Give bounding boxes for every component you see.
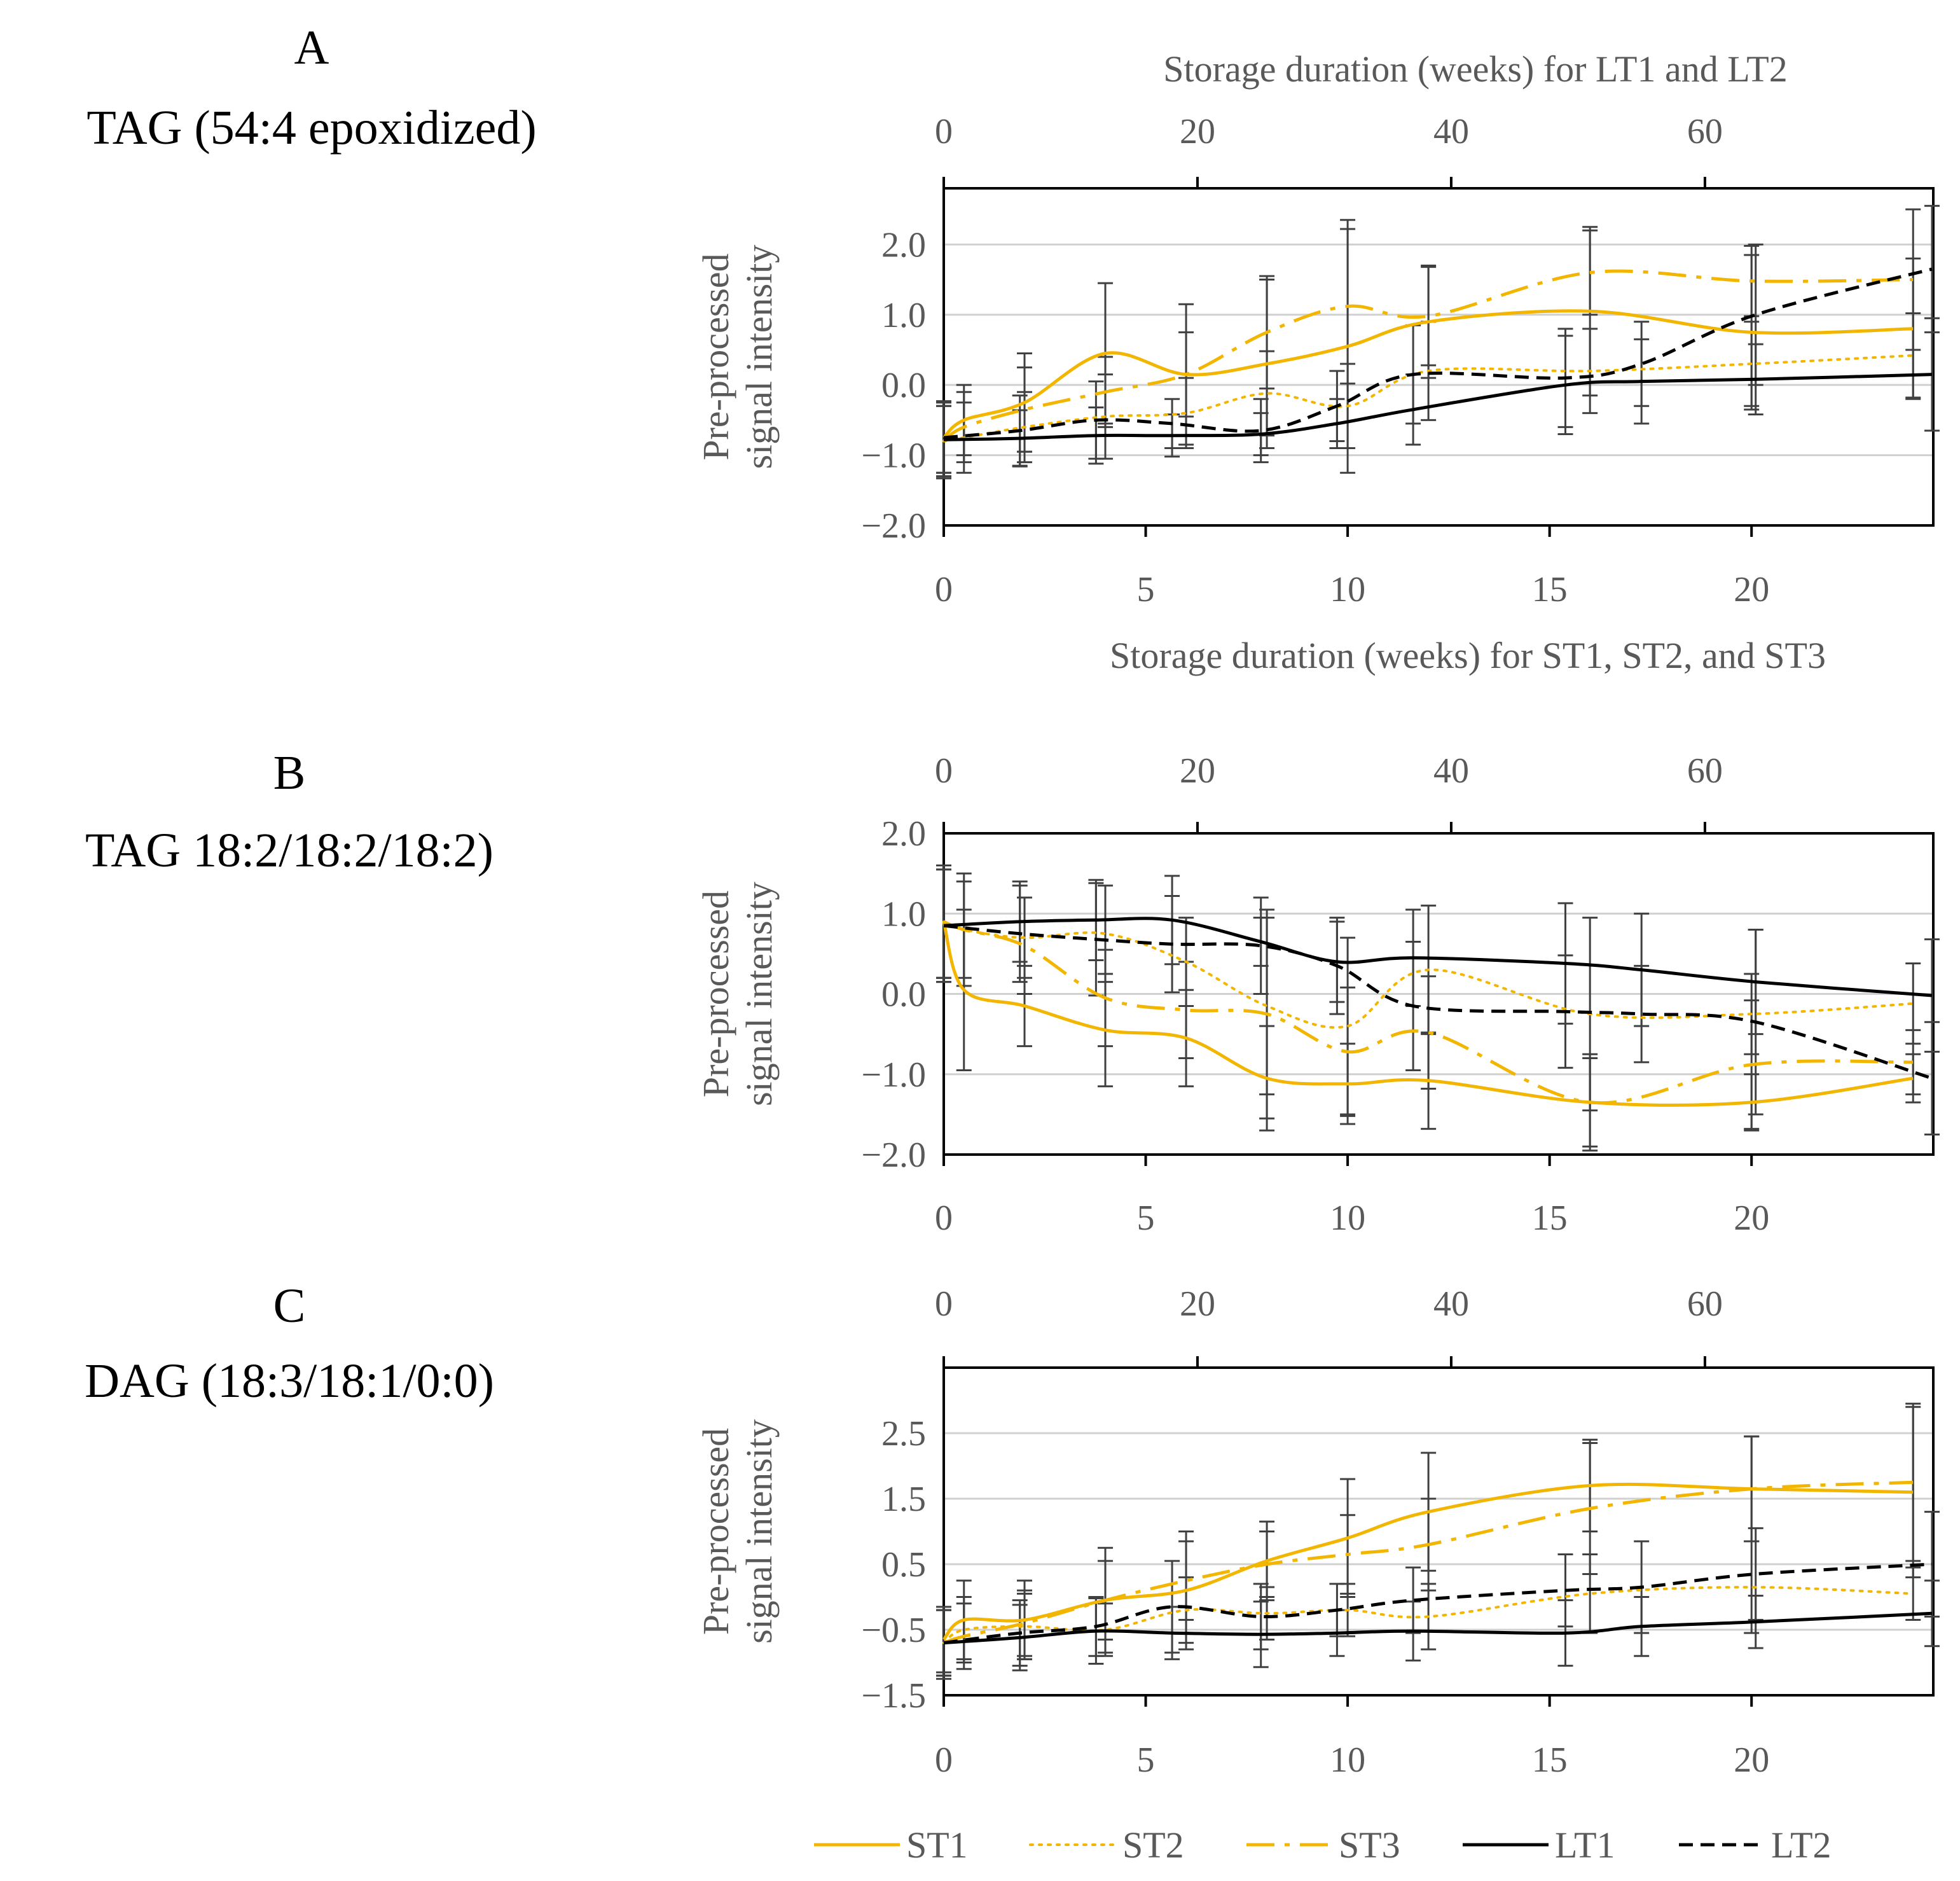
- y-tick-label: −2.0: [861, 1135, 926, 1175]
- x-top-tick-label: 0: [935, 112, 953, 151]
- x-top-tick-label: 40: [1433, 112, 1469, 151]
- panel-title: DAG (18:3/18:1/0:0): [85, 1354, 494, 1408]
- x-top-tick-label: 20: [1180, 112, 1215, 151]
- y-axis-title: Pre-processedsignal intensity: [695, 882, 780, 1106]
- y-tick-label: 2.0: [881, 814, 926, 854]
- legend: ST1 ST2 ST3 LT1 LT2: [814, 1824, 1832, 1866]
- gridlines: [944, 243, 1933, 527]
- legend-item-st3: ST3: [1246, 1824, 1400, 1866]
- legend-item-lt1: LT1: [1463, 1824, 1615, 1866]
- x-top-tick-label: 60: [1687, 1284, 1723, 1324]
- panel-letter: C: [273, 1279, 306, 1333]
- series-line-st3: [943, 920, 1914, 1105]
- panel-b: B TAG 18:2/18:2/18:2) −2.0 −1.0 0.0 1.0 2.0 Pre…: [85, 746, 1940, 1238]
- panel-letter: A: [294, 21, 329, 74]
- series-line-st1: [942, 921, 1914, 1107]
- panel-c: C DAG (18:3/18:1/0:0) −1.5 −0.5 0.5 1.5 2.5 Pre…: [85, 1279, 1940, 1780]
- x-top-tick-label: 0: [935, 1284, 953, 1324]
- series-line-lt2: [943, 267, 1933, 440]
- x-bottom-tick-label: 0: [935, 1198, 953, 1238]
- x-top-tick-label: 20: [1180, 751, 1215, 791]
- series-line-st2: [942, 354, 1915, 443]
- x-bottom-tick-label: 0: [935, 1740, 953, 1780]
- series-line-st1: [942, 1482, 1914, 1641]
- x-bottom-tick-label: 15: [1532, 1740, 1568, 1780]
- y-tick-label: 0.5: [881, 1545, 926, 1585]
- legend-item-lt2: LT2: [1679, 1824, 1832, 1866]
- y-tick-label: 1.5: [881, 1480, 926, 1519]
- y-tick-label: 2.0: [881, 225, 926, 265]
- y-axis-title: Pre-processedsignal intensity: [695, 245, 780, 469]
- plot-frame: [942, 187, 1935, 527]
- x-bottom-tick-label: 20: [1734, 1198, 1769, 1238]
- x-bottom-tick-label: 5: [1137, 1740, 1155, 1780]
- panel-letter: B: [273, 746, 306, 800]
- x-bottom-tick-label: 15: [1532, 1198, 1568, 1238]
- gridlines: [944, 832, 1933, 1156]
- panel-title: TAG 18:2/18:2/18:2): [85, 824, 493, 877]
- plot-frame: [942, 832, 1935, 1156]
- x-bottom-tick-label: 15: [1532, 570, 1568, 609]
- legend-item-st2: ST2: [1029, 1824, 1184, 1866]
- y-tick-label: 0.0: [881, 975, 926, 1015]
- legend-label: LT1: [1555, 1824, 1615, 1866]
- x-top-tick-label: 0: [935, 751, 953, 791]
- series-line-st3: [943, 1480, 1914, 1644]
- legend-item-st1: ST1: [814, 1824, 968, 1866]
- series-line-st1: [942, 309, 1914, 439]
- series-line-lt2: [943, 924, 1933, 1080]
- y-tick-label: 1.0: [881, 296, 926, 335]
- y-tick-label: −0.5: [861, 1611, 926, 1650]
- y-axis-title: Pre-processedsignal intensity: [695, 1419, 780, 1644]
- y-tick-label: 0.0: [881, 366, 926, 405]
- panel-a: A TAG (54:4 epoxidized) −2.0 −1.0 0.0 1.0 2.0 P…: [86, 21, 1940, 676]
- x-bottom-tick-label: 5: [1137, 570, 1155, 609]
- y-tick-label: −1.0: [861, 436, 926, 476]
- x-bottom-tick-label: 10: [1330, 1198, 1365, 1238]
- top-axis-title: Storage duration (weeks) for LT1 and LT2: [1163, 48, 1787, 90]
- x-top-tick-label: 20: [1180, 1284, 1215, 1324]
- x-top-tick-label: 40: [1433, 751, 1469, 791]
- panel-title: TAG (54:4 epoxidized): [86, 101, 536, 155]
- x-bottom-tick-label: 10: [1330, 1740, 1365, 1780]
- series-line-lt1: [943, 917, 1933, 997]
- x-bottom-tick-label: 0: [935, 570, 953, 609]
- x-bottom-tick-label: 5: [1137, 1198, 1155, 1238]
- legend-label: ST3: [1339, 1824, 1400, 1866]
- y-tick-label: −2.0: [861, 506, 926, 546]
- x-bottom-tick-label: 10: [1330, 570, 1365, 609]
- y-tick-label: −1.0: [861, 1055, 926, 1095]
- legend-label: ST1: [906, 1824, 968, 1866]
- x-top-tick-label: 60: [1687, 112, 1723, 151]
- y-tick-label: 2.5: [881, 1414, 926, 1454]
- x-bottom-tick-label: 20: [1734, 1740, 1769, 1780]
- x-top-tick-label: 60: [1687, 751, 1723, 791]
- x-bottom-tick-label: 20: [1734, 570, 1769, 609]
- legend-label: ST2: [1122, 1824, 1184, 1866]
- y-tick-label: 1.0: [881, 894, 926, 934]
- x-top-tick-label: 40: [1433, 1284, 1469, 1324]
- y-tick-label: −1.5: [861, 1676, 926, 1716]
- bottom-axis-title: Storage duration (weeks) for ST1, ST2, a…: [1110, 635, 1826, 676]
- legend-label: LT2: [1771, 1824, 1832, 1866]
- plot-frame: [942, 1366, 1935, 1697]
- series-line-lt1: [943, 373, 1933, 441]
- series-line-lt1: [943, 1611, 1933, 1645]
- error-bars: [936, 205, 1940, 480]
